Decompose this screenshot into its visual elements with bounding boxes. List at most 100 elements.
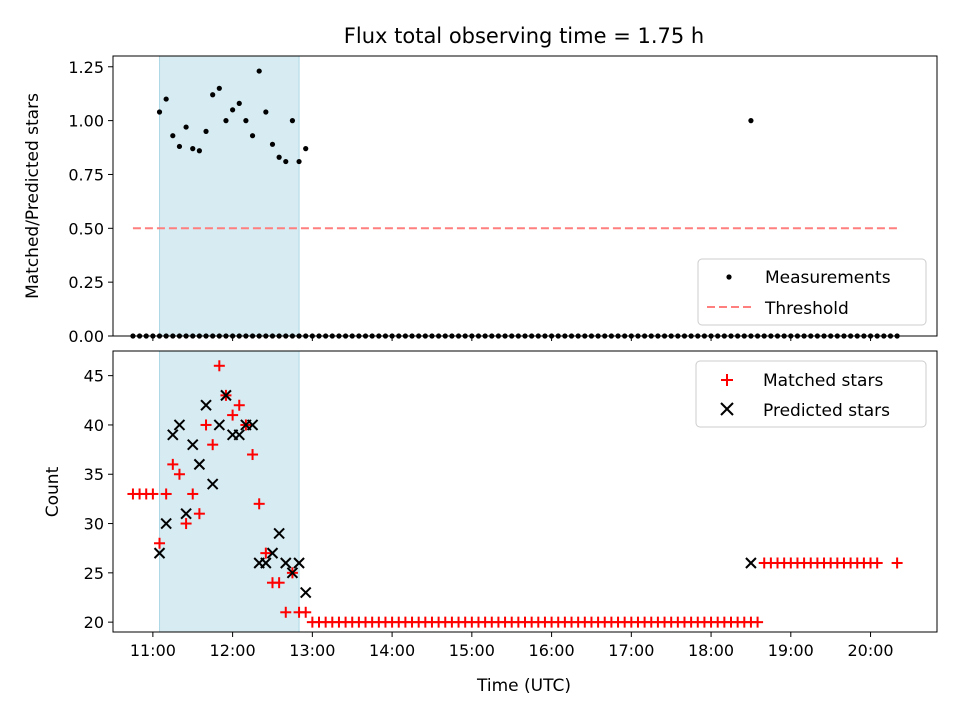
bottom-predicted-point — [200, 399, 212, 411]
bottom-x-tick-label: 13:00 — [289, 641, 335, 660]
bottom-matched-point — [180, 518, 192, 530]
bottom-matched-point — [752, 616, 764, 628]
bottom-y-tick-label: 20 — [84, 613, 104, 632]
legend-bottom-frame — [695, 360, 927, 428]
top-measurement-point — [236, 100, 242, 106]
legend-matched-marker — [721, 374, 733, 386]
top-axes-frame — [112, 55, 938, 337]
bottom-predicted-point — [206, 478, 219, 490]
bottom-y-tick-label: 35 — [84, 465, 104, 484]
top-shaded-region — [159, 55, 300, 337]
bottom-x-tick-label: 17:00 — [608, 641, 654, 660]
legend-bottom: Matched stars Predicted stars — [695, 360, 927, 428]
bottom-axes-frame — [112, 350, 938, 633]
bottom-predicted-point — [745, 557, 757, 569]
top-measurement-point — [296, 158, 302, 165]
bottom-x-tick-label: 12:00 — [210, 641, 256, 660]
bottom-x-tick-label: 11:00 — [130, 641, 176, 660]
bottom-predicted-point — [233, 429, 245, 441]
top-measurement-point — [249, 133, 256, 139]
top-measurement-point — [190, 146, 196, 152]
top-measurement-point — [196, 148, 202, 154]
bottom-matched-point — [173, 468, 185, 480]
bottom-x-tick-label: 19:00 — [768, 641, 814, 660]
top-measurement-point — [163, 96, 169, 102]
top-y-tick-label: 0.25 — [68, 273, 104, 292]
top-measurement-point — [183, 124, 189, 130]
top-measurement-point — [289, 118, 296, 124]
bottom-predicted-point — [180, 507, 192, 520]
legend-measurements-label: Measurements — [765, 268, 891, 288]
bottom-matched-point — [247, 449, 259, 461]
bottom-predicted-point — [153, 547, 166, 559]
top-y-tick-label: 0.50 — [68, 219, 104, 238]
bottom-matched-point — [213, 360, 225, 372]
top-y-tick-label: 0.00 — [68, 327, 104, 346]
chart-title: Flux total observing time = 1.75 h — [344, 24, 704, 48]
y-axis-label-bottom: Count — [43, 466, 63, 517]
top-measurement-point — [748, 118, 754, 124]
legend-top-frame — [697, 258, 927, 326]
y-axis-label-top: Matched/Predicted stars — [23, 93, 43, 299]
top-measurement-point — [223, 118, 229, 124]
bottom-matched-point — [160, 488, 172, 500]
bottom-matched-point — [891, 557, 903, 569]
bottom-matched-point — [280, 606, 292, 618]
bottom-predicted-point — [273, 527, 285, 540]
bottom-matched-point — [273, 577, 285, 589]
bottom-predicted-point — [300, 586, 312, 599]
bottom-predicted-point — [280, 557, 292, 569]
bottom-matched-point — [147, 488, 159, 500]
bottom-matched-point — [200, 419, 212, 431]
bottom-matched-point — [193, 508, 205, 520]
bottom-predicted-point — [246, 419, 259, 431]
legend-predicted-marker — [720, 402, 734, 416]
legend-matched-label: Matched stars — [763, 371, 883, 391]
bottom-matched-point — [253, 498, 265, 510]
top-measurement-point — [283, 158, 289, 165]
top-measurement-point — [203, 128, 209, 134]
bottom-x-tick-label: 18:00 — [688, 641, 734, 660]
top-measurement-point — [303, 146, 309, 152]
top-y-tick-label: 1.00 — [68, 112, 104, 131]
bottom-matched-point — [167, 458, 179, 470]
bottom-predicted-point — [167, 429, 179, 441]
bottom-predicted-point — [286, 567, 299, 579]
bottom-predicted-point — [220, 389, 232, 402]
bottom-x-tick-label: 14:00 — [369, 641, 415, 660]
bottom-predicted-point — [266, 547, 279, 559]
bottom-predicted-point — [193, 458, 206, 471]
top-measurement-point — [243, 118, 249, 124]
top-measurement-point — [263, 109, 269, 115]
legend-top: Measurements Threshold — [697, 258, 927, 326]
bottom-matched-point — [233, 399, 245, 411]
bottom-y-tick-label: 40 — [84, 416, 104, 435]
top-measurement-point — [256, 68, 262, 74]
bottom-predicted-point — [187, 438, 199, 451]
x-axis-label: Time (UTC) — [476, 676, 571, 696]
legend-predicted-label: Predicted stars — [763, 401, 890, 421]
bottom-predicted-point — [213, 419, 226, 431]
bottom-predicted-point — [160, 517, 172, 530]
bottom-matched-point — [154, 537, 166, 549]
bottom-y-tick-label: 30 — [84, 515, 104, 534]
bottom-panel: 20 25 30 35 40 45 11:00 12:00 13:00 14:00 15:00 16:… — [84, 350, 938, 660]
top-measurement-point — [276, 154, 282, 160]
bottom-matched-point — [871, 557, 883, 569]
bottom-predicted-point — [260, 557, 272, 569]
top-measurement-point — [156, 109, 163, 115]
legend-threshold-label: Threshold — [764, 299, 849, 319]
top-y-tick-label: 1.25 — [68, 58, 104, 77]
top-measurement-point — [210, 92, 216, 98]
bottom-matched-point — [260, 547, 272, 559]
bottom-y-tick-label: 25 — [84, 564, 104, 583]
top-measurement-point — [269, 141, 276, 147]
top-measurement-point — [176, 143, 183, 150]
bottom-y-tick-label: 45 — [84, 367, 104, 386]
bottom-predicted-point — [173, 419, 186, 431]
top-panel: 0.00 0.25 0.50 0.75 1.00 1.25 — [68, 55, 938, 346]
legend-measurements-marker — [726, 274, 732, 280]
bottom-x-tick-label: 20:00 — [847, 641, 893, 660]
bottom-matched-point — [738, 616, 750, 628]
